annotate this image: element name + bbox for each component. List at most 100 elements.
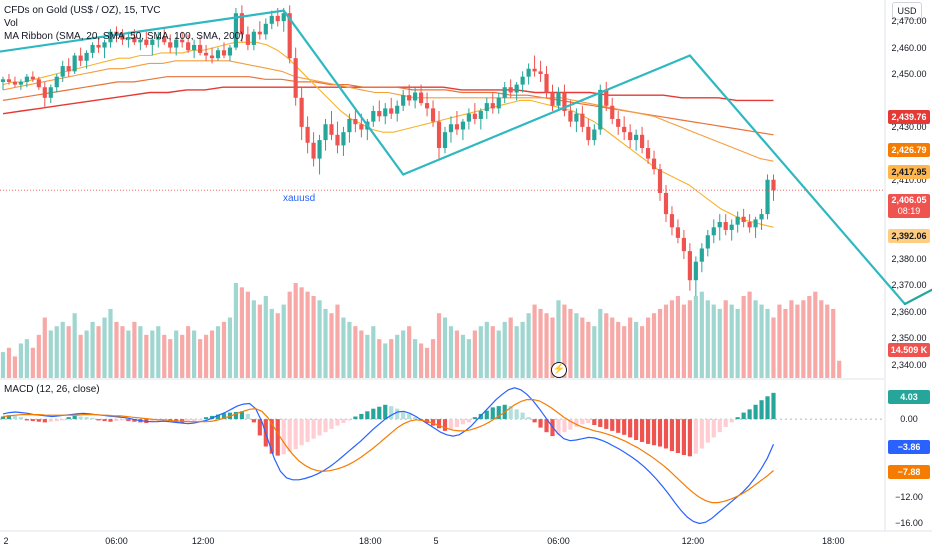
macd-histogram-bar — [454, 419, 460, 427]
trendline-segment — [282, 9, 405, 176]
macd-histogram-bar — [60, 419, 65, 421]
ma-ribbon-legend[interactable]: MA Ribbon (SMA, 20, SMA, 50, SMA, 100, S… — [4, 31, 244, 42]
candle-body — [436, 121, 442, 149]
volume-bar — [424, 347, 430, 378]
symbol-title[interactable]: CFDs on Gold (US$ / OZ), 15, TVC — [4, 5, 161, 16]
volume-bar — [168, 339, 173, 378]
candle-body — [526, 68, 531, 77]
candle-body — [598, 89, 603, 130]
volume-bar — [126, 330, 131, 378]
candle-body — [180, 39, 185, 43]
macd-histogram-bar — [18, 417, 23, 420]
candle-body — [454, 124, 460, 130]
candle-body — [108, 31, 113, 43]
volume-bar — [221, 321, 227, 378]
macd-line — [2, 387, 775, 525]
macd-histogram-bar — [436, 419, 442, 429]
macd-histogram-bar — [526, 417, 531, 420]
macd-histogram-bar — [96, 419, 101, 421]
candle-body — [78, 55, 83, 61]
macd-histogram-bar — [78, 416, 83, 420]
macd-histogram-bar — [36, 419, 41, 422]
candle-body — [508, 87, 513, 93]
candle-body — [484, 103, 489, 112]
volume-bar — [132, 321, 137, 378]
macd-histogram-bar — [54, 419, 59, 422]
lightning-icon[interactable]: ⚡ — [551, 362, 567, 378]
candle-body — [496, 97, 501, 109]
candle-body — [556, 92, 561, 106]
volume-bar — [771, 317, 776, 378]
volume-bar — [203, 334, 209, 378]
macd-histogram-bar — [42, 419, 47, 423]
volume-bar — [36, 334, 41, 378]
candle-body — [347, 118, 352, 133]
macd-histogram-bar — [430, 419, 436, 426]
signal-line-badge: −7.88 — [888, 465, 930, 479]
sma200-badge: 2,439.76 — [888, 110, 930, 124]
volume-bar — [753, 300, 758, 378]
macd-histogram-bar — [669, 419, 675, 452]
macd-histogram-bar — [466, 419, 471, 423]
price-badge: 2,406.05 08:19 — [888, 194, 930, 218]
macd-legend[interactable]: MACD (12, 26, close) — [4, 383, 100, 396]
macd-histogram-bar — [508, 406, 513, 420]
volume-bar — [681, 304, 686, 378]
candle-body — [168, 42, 173, 48]
candle-body — [353, 118, 358, 125]
volume-bar — [502, 321, 507, 378]
macd-histogram-bar — [120, 419, 125, 421]
annotation-label[interactable]: xauusd — [283, 193, 316, 204]
macd-histogram-bar — [771, 392, 776, 420]
volume-legend[interactable]: Vol — [4, 18, 18, 29]
candle-body — [741, 216, 746, 223]
trendline-segment — [0, 9, 285, 53]
macd-histogram-bar — [245, 413, 250, 420]
volume-bar — [795, 304, 800, 378]
macd-histogram-bar — [705, 419, 710, 443]
macd-histogram-bar — [532, 419, 537, 423]
candle-body — [663, 192, 669, 215]
candle-body — [765, 179, 770, 215]
candle-body — [592, 129, 597, 141]
signal-line-badge-value: −7.88 — [897, 467, 921, 477]
candle-body — [502, 87, 507, 98]
volume-bar — [275, 313, 280, 378]
macd-histogram-bar — [108, 419, 113, 422]
volume-bars — [0, 283, 842, 378]
volume-bar — [705, 300, 710, 378]
macd-histogram-bar — [628, 419, 633, 438]
macd-histogram-bar — [729, 419, 734, 423]
time-tick-label: 18:00 — [359, 536, 382, 546]
currency-button[interactable]: USD — [892, 2, 922, 20]
price-badge-value: 2,406.05 — [891, 195, 927, 205]
candle-body — [12, 81, 18, 85]
volume-bar — [526, 313, 531, 378]
volume-bar — [317, 300, 322, 378]
volume-bar — [442, 317, 448, 378]
volume-bar — [759, 304, 764, 378]
macd-histogram-bar — [616, 419, 621, 433]
volume-bar — [18, 343, 23, 378]
candle-body — [174, 39, 179, 48]
macd-histogram-bar — [401, 411, 406, 420]
candle-body — [574, 113, 579, 122]
volume-bar — [616, 321, 621, 378]
price-tick-label: 2,470.00 — [891, 16, 927, 27]
candle-body — [747, 222, 752, 228]
volume-bar — [669, 300, 675, 378]
volume-bar — [448, 326, 454, 378]
volume-bar — [466, 339, 471, 378]
macd-histogram-bar — [251, 419, 256, 423]
candle-body — [735, 216, 740, 225]
candle-body — [532, 68, 537, 72]
volume-bar — [729, 304, 734, 378]
macd-histogram-bar — [448, 419, 454, 429]
volume-bar — [640, 326, 645, 378]
volume-bar — [66, 326, 71, 378]
candle-body — [192, 44, 197, 51]
macd-histogram-bar — [538, 419, 543, 428]
macd-histogram-bar — [48, 419, 53, 422]
candle-body — [675, 227, 681, 238]
